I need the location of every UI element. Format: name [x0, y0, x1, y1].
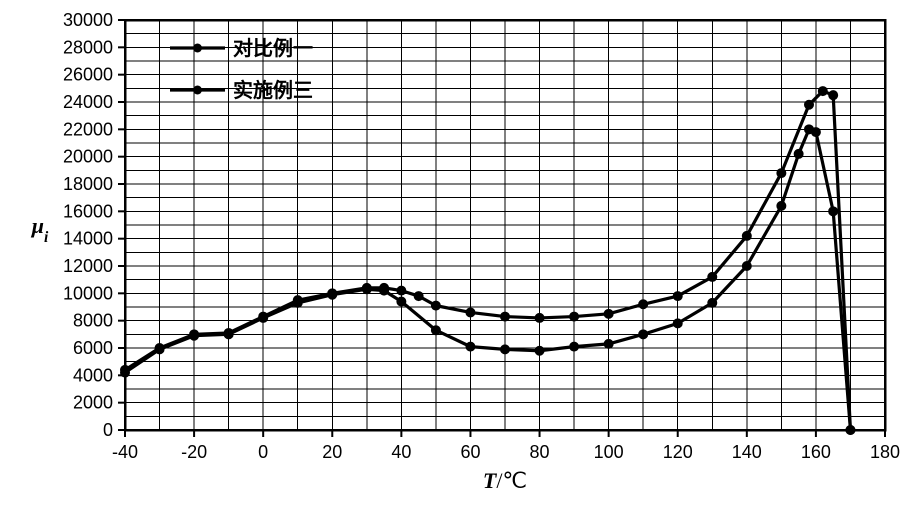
x-tick-label: 140 [732, 442, 762, 462]
y-tick-label: 24000 [63, 92, 113, 112]
x-tick-label: 180 [870, 442, 900, 462]
legend-label-0: 对比例一 [233, 36, 313, 60]
legend-label-1: 实施例三 [233, 78, 313, 102]
y-tick-label: 0 [103, 420, 113, 440]
y-tick-label: 6000 [73, 338, 113, 358]
y-tick-label: 16000 [63, 201, 113, 221]
x-tick-label: 60 [460, 442, 480, 462]
y-tick-label: 18000 [63, 174, 113, 194]
x-tick-label: 160 [801, 442, 831, 462]
y-tick-label: 28000 [63, 37, 113, 57]
x-tick-label: 120 [663, 442, 693, 462]
y-tick-label: 20000 [63, 147, 113, 167]
x-tick-label: 40 [391, 442, 411, 462]
y-tick-label: 26000 [63, 65, 113, 85]
chart-container: -40 -20 0 20 40 60 80 100 120 140 160 180 0 2000 4000 6… [0, 0, 919, 513]
x-tick-label: 0 [258, 442, 268, 462]
y-tick-label: 2000 [73, 393, 113, 413]
x-tick-label: 100 [594, 442, 624, 462]
line-chart: -40 -20 0 20 40 60 80 100 120 140 160 180 0 2000 4000 6… [0, 0, 919, 513]
x-tick-label: -40 [112, 442, 138, 462]
x-axis-label: T/℃ [483, 468, 527, 493]
x-tick-label: -20 [181, 442, 207, 462]
y-tick-label: 4000 [73, 365, 113, 385]
x-tick-label: 80 [530, 442, 550, 462]
y-tick-label: 30000 [63, 10, 113, 30]
y-tick-label: 22000 [63, 119, 113, 139]
y-tick-label: 10000 [63, 283, 113, 303]
x-tick-label: 20 [322, 442, 342, 462]
y-tick-label: 12000 [63, 256, 113, 276]
y-tick-label: 8000 [73, 311, 113, 331]
y-tick-label: 14000 [63, 229, 113, 249]
